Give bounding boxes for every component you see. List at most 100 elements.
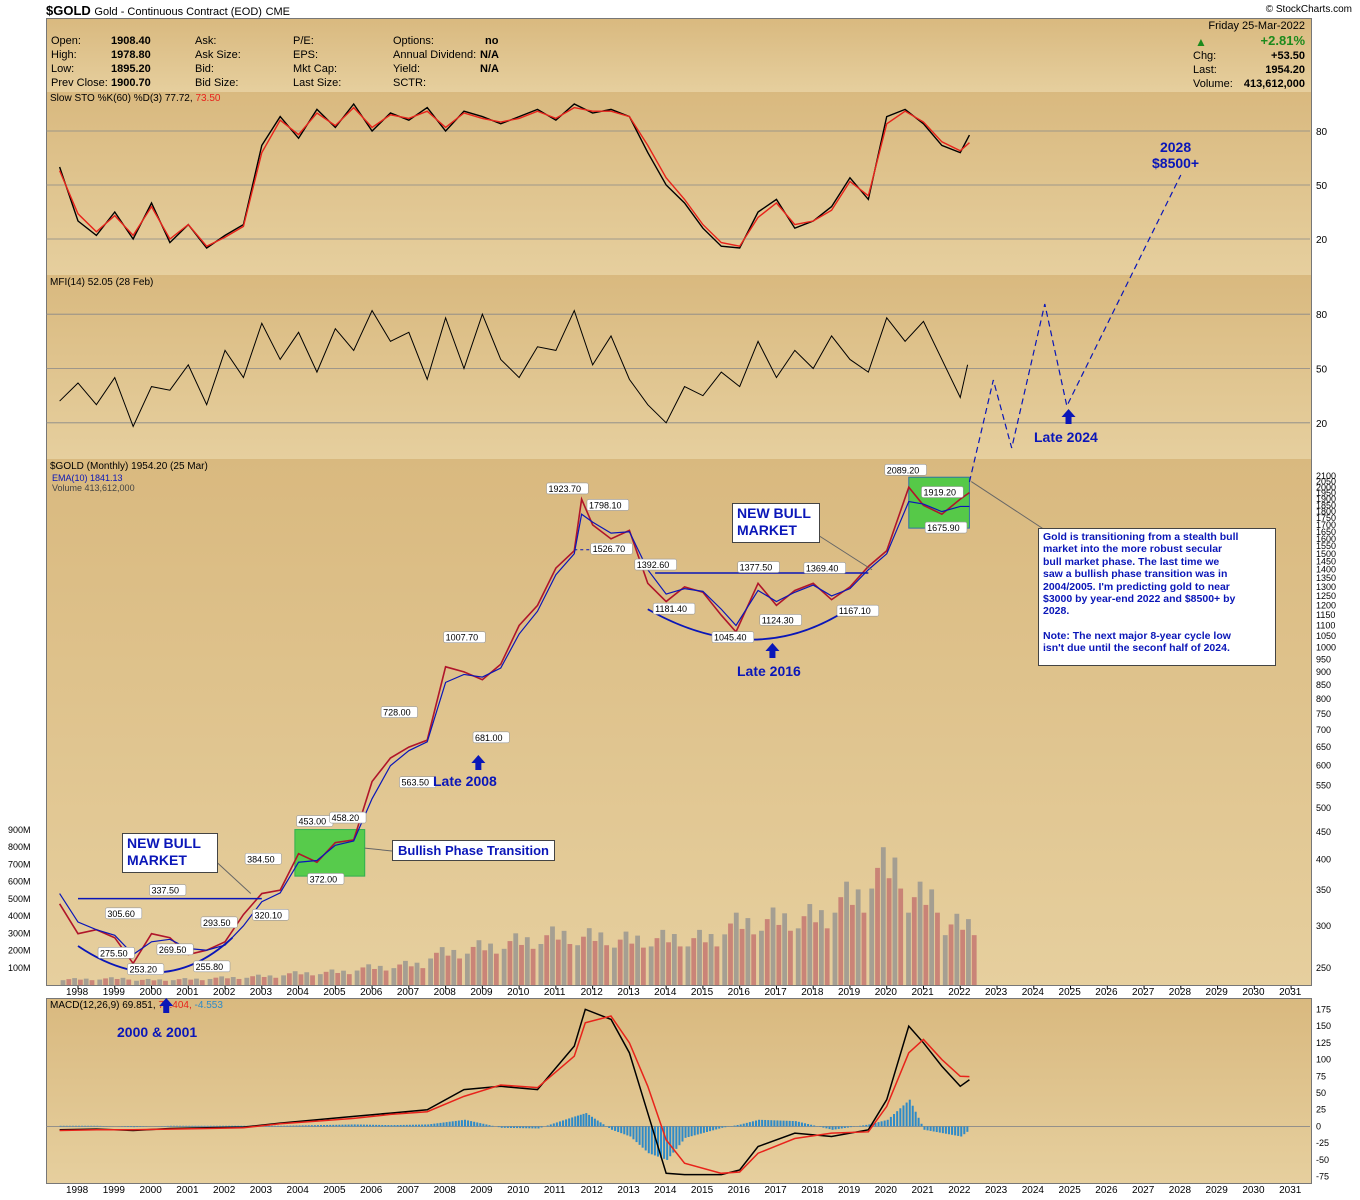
symbol-title: $GOLD Gold - Continuous Contract (EOD) C… bbox=[46, 3, 290, 18]
volume-bar bbox=[488, 943, 493, 985]
prev-label: Prev Close: bbox=[51, 77, 108, 89]
x-tick-bottom: 2012 bbox=[581, 1185, 604, 1196]
macd-hist-bar bbox=[212, 1125, 215, 1127]
price-tick: 1950 bbox=[1316, 488, 1336, 498]
prev-value: 1900.70 bbox=[111, 77, 151, 89]
new-bull-left-l2: MARKET bbox=[127, 852, 187, 868]
macd-hist-bar bbox=[329, 1124, 332, 1127]
x-tick-top: 2030 bbox=[1242, 987, 1265, 998]
volume-bar bbox=[414, 962, 420, 985]
volume-bar bbox=[397, 964, 403, 985]
price-label: 255.80 bbox=[196, 962, 224, 972]
x-tick-top: 2025 bbox=[1059, 987, 1082, 998]
note-l2: market into the more robust secular bbox=[1043, 543, 1223, 556]
leader-line-right bbox=[809, 529, 873, 571]
chg-value: +53.50 bbox=[1271, 50, 1305, 62]
macd-hist-bar bbox=[280, 1125, 283, 1127]
macd-hist-bar bbox=[289, 1125, 292, 1127]
price-label: 728.00 bbox=[383, 708, 411, 718]
x-tick-bottom: 2006 bbox=[360, 1185, 383, 1196]
volume-tick: 900M bbox=[8, 825, 31, 835]
macd-hist-bar bbox=[203, 1125, 206, 1127]
volume-bar bbox=[256, 974, 261, 985]
macd-hist-bar bbox=[442, 1122, 445, 1127]
mktcap-label: Mkt Cap: bbox=[293, 63, 338, 75]
macd-hist-bar bbox=[59, 1125, 62, 1127]
macd-hist-bar bbox=[579, 1114, 582, 1127]
x-tick-top: 2014 bbox=[654, 987, 677, 998]
macd-hist-bar bbox=[228, 1125, 231, 1127]
macd-hist-bar bbox=[947, 1126, 950, 1135]
volume-bar bbox=[420, 968, 426, 985]
price-tick: 1800 bbox=[1316, 507, 1336, 517]
macd-hist-bar bbox=[65, 1125, 68, 1127]
volume-bar bbox=[372, 968, 377, 985]
volume-bar bbox=[575, 945, 581, 985]
macd-hist-bar bbox=[243, 1125, 246, 1127]
volume-bar bbox=[592, 940, 598, 985]
macd-hist-bar bbox=[880, 1121, 883, 1127]
macd-hist-bar bbox=[96, 1125, 99, 1127]
bowl-arc-2016 bbox=[647, 604, 855, 641]
volume-bar bbox=[114, 978, 120, 985]
macd-hist-bar bbox=[240, 1125, 243, 1127]
arrow-2024 bbox=[1061, 409, 1076, 424]
x-tick-bottom: 1998 bbox=[66, 1185, 89, 1196]
volume-bar bbox=[383, 970, 389, 985]
macd-hist-bar bbox=[699, 1126, 702, 1134]
macd-hist-bar bbox=[733, 1125, 736, 1127]
volume-bar bbox=[428, 958, 434, 985]
macd-hist-bar bbox=[770, 1120, 773, 1127]
x-tick-top: 2019 bbox=[838, 987, 861, 998]
price-label-box bbox=[472, 731, 510, 744]
x-tick-bottom: 2013 bbox=[617, 1185, 640, 1196]
price-tick: 950 bbox=[1316, 654, 1331, 664]
macd-hist-bar bbox=[754, 1120, 757, 1127]
volume-bar bbox=[360, 967, 366, 985]
macd-hist-bar bbox=[215, 1125, 218, 1127]
volume-bar bbox=[966, 919, 971, 985]
macd-hist-bar bbox=[705, 1126, 708, 1132]
macd-hist-bar bbox=[767, 1120, 770, 1127]
macd-hist-bar bbox=[206, 1125, 209, 1127]
macd-hist-bar bbox=[843, 1126, 846, 1129]
price-tick: 550 bbox=[1316, 781, 1331, 791]
macd-hist-bar bbox=[834, 1126, 837, 1130]
price-tick: 1600 bbox=[1316, 534, 1336, 544]
volume-bar bbox=[213, 977, 219, 985]
price-tick: 1300 bbox=[1316, 582, 1336, 592]
x-tick-bottom: 2021 bbox=[911, 1185, 934, 1196]
macd-hist-bar bbox=[582, 1113, 585, 1127]
macd-hist-bar bbox=[602, 1124, 605, 1127]
macd-hist-bar bbox=[638, 1126, 641, 1145]
macd-hist-bar bbox=[690, 1126, 693, 1137]
late-2008-label: Late 2008 bbox=[433, 773, 497, 789]
macd-hist-bar bbox=[436, 1123, 439, 1127]
macd-hist-bar bbox=[546, 1125, 549, 1127]
price-tick: 1450 bbox=[1316, 557, 1336, 567]
note-box: Gold is transitioning from a stealth bul… bbox=[1038, 528, 1276, 666]
macd-hist-bar bbox=[512, 1126, 515, 1129]
volume-bar bbox=[770, 907, 776, 985]
macd-hist-bar bbox=[596, 1120, 599, 1127]
macd-hist-bar bbox=[424, 1124, 427, 1127]
macd-hist-bar bbox=[911, 1105, 914, 1127]
macd-series-signal bbox=[59, 1015, 970, 1175]
sto-legend-d: 73.50 bbox=[195, 93, 221, 104]
macd-hist-bar bbox=[99, 1125, 102, 1127]
macd-hist-bar bbox=[794, 1121, 797, 1127]
macd-hist-bar bbox=[574, 1116, 577, 1127]
macd-hist-bar bbox=[500, 1126, 503, 1128]
volume-bar bbox=[906, 912, 911, 985]
macd-hist-bar bbox=[773, 1120, 776, 1127]
macd-hist-bar bbox=[218, 1125, 221, 1127]
volume-bar bbox=[929, 889, 935, 985]
price-tick: 1550 bbox=[1316, 541, 1336, 551]
macd-hist-bar bbox=[133, 1126, 136, 1128]
macd-hist-bar bbox=[932, 1126, 935, 1132]
x-tick-top: 1998 bbox=[66, 987, 89, 998]
macd-hist-bar bbox=[641, 1126, 644, 1148]
macd-hist-bar bbox=[905, 1102, 908, 1127]
macd-hist-bar bbox=[837, 1126, 840, 1129]
macd-hist-bar bbox=[966, 1126, 969, 1132]
